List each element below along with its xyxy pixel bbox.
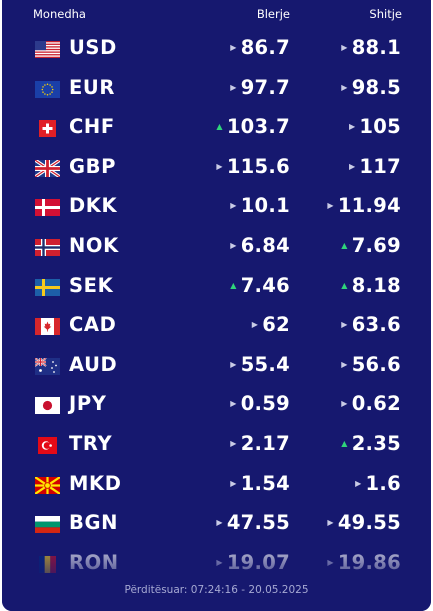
currency-code: TRY [69, 431, 113, 455]
sell-value: ▶ 49.55 [327, 511, 401, 535]
trend-neutral-icon: ▶ [348, 122, 356, 132]
currency-code: CAD [69, 313, 117, 337]
tr-flag-icon [35, 436, 60, 454]
currency-code: EUR [69, 75, 115, 99]
sell-value: ▲ 8.18 [341, 273, 401, 297]
buy-value: ▶ 55.4 [230, 352, 290, 376]
trend-neutral-icon: ▶ [327, 518, 334, 528]
bg-flag-icon [35, 516, 60, 534]
trend-neutral-icon: ▶ [355, 478, 362, 488]
trend-up-icon: ▲ [230, 280, 237, 290]
sell-value: ▶ 0.62 [341, 392, 401, 416]
ch-flag-icon [35, 120, 60, 138]
buy-value: ▲ 103.7 [216, 115, 290, 139]
currency-code: SEK [69, 273, 114, 297]
buy-value: ▶ 97.7 [230, 75, 290, 99]
trend-neutral-icon: ▶ [341, 43, 348, 52]
rate-row-bgn: BGN ▶ 47.55 ▶ 49.55 [2, 505, 431, 545]
rate-row-jpy: JPY ▶ 0.59 ▶ 0.62 [2, 386, 431, 426]
mk-flag-icon [35, 476, 60, 494]
rate-row-dkk: DKK ▶ 10.1 ▶ 11.94 [2, 188, 431, 228]
trend-neutral-icon: ▶ [341, 399, 348, 409]
buy-value: ▶ 62 [251, 313, 290, 337]
trend-neutral-icon: ▶ [230, 201, 237, 211]
buy-value: ▶ 2.17 [230, 431, 290, 455]
sell-value: ▲ 2.35 [341, 431, 401, 455]
buy-value: ▶ 10.1 [230, 194, 290, 218]
rate-row-gbp: GBP ▶ 115.6 ▶ 117 [2, 149, 431, 189]
rate-row-eur: EUR ▶ 97.7 ▶ 98.5 [2, 70, 431, 110]
rate-row-cad: CAD ▶ 62 ▶ 63.6 [2, 307, 431, 347]
rate-row-try: TRY ▶ 2.17 ▲ 2.35 [2, 426, 431, 466]
buy-value: ▶ 1.54 [230, 471, 290, 495]
sell-value: ▶ 98.5 [341, 75, 401, 99]
rate-row-nok: NOK ▶ 6.84 ▲ 7.69 [2, 228, 431, 268]
trend-neutral-icon: ▶ [327, 201, 334, 211]
buy-value: ▶ 0.59 [230, 392, 290, 416]
header-buy: Blerje [256, 7, 290, 21]
dk-flag-icon [35, 199, 60, 217]
eu-flag-icon [35, 80, 60, 98]
trend-neutral-icon: ▶ [251, 320, 259, 330]
rate-list: USD ▶ 86.7 ▶ 88.1 EUR ▶ 97.7 ▶ 98.5 CHF ▲ 103.7 ▶ 105 G… [2, 30, 431, 584]
rate-row-mkd: MKD ▶ 1.54 ▶ 1.6 [2, 466, 431, 506]
sell-value: ▶ 11.94 [327, 194, 401, 218]
ca-flag-icon [35, 318, 60, 336]
table-header: Monedha Blerje Shitje [2, 7, 431, 23]
buy-value: ▶ 86.7 [230, 36, 290, 59]
buy-value: ▶ 47.55 [216, 511, 290, 535]
currency-code: AUD [69, 352, 118, 376]
bottom-fade [2, 531, 431, 611]
last-updated: Përditësuar: 07:24:16 - 20.05.2025 [124, 584, 309, 596]
trend-neutral-icon: ▶ [230, 240, 237, 250]
trend-up-icon: ▲ [216, 122, 223, 132]
trend-neutral-icon: ▶ [348, 161, 356, 171]
currency-code: CHF [69, 115, 115, 139]
trend-up-icon: ▲ [341, 240, 348, 250]
sell-value: ▶ 105 [348, 115, 401, 139]
sell-value: ▶ 1.6 [355, 471, 401, 495]
trend-neutral-icon: ▶ [230, 43, 237, 52]
buy-value: ▶ 115.6 [216, 154, 290, 178]
trend-neutral-icon: ▶ [341, 82, 348, 92]
trend-neutral-icon: ▶ [230, 359, 237, 369]
currency-code: GBP [69, 154, 116, 178]
trend-up-icon: ▲ [341, 280, 348, 290]
trend-neutral-icon: ▶ [230, 399, 237, 409]
trend-neutral-icon: ▶ [230, 438, 237, 448]
buy-value: ▲ 7.46 [230, 273, 290, 297]
rate-row-chf: CHF ▲ 103.7 ▶ 105 [2, 109, 431, 149]
currency-code: NOK [69, 233, 119, 257]
jp-flag-icon [35, 397, 60, 415]
currency-code: JPY [69, 392, 107, 416]
sell-value: ▶ 63.6 [341, 313, 401, 337]
sell-value: ▶ 117 [348, 154, 401, 178]
buy-value: ▶ 6.84 [230, 233, 290, 257]
trend-neutral-icon: ▶ [341, 320, 348, 330]
trend-neutral-icon: ▶ [216, 518, 223, 528]
trend-neutral-icon: ▶ [230, 82, 237, 92]
trend-up-icon: ▲ [341, 438, 348, 448]
trend-neutral-icon: ▶ [341, 359, 348, 369]
header-currency: Monedha [33, 7, 86, 21]
trend-neutral-icon: ▶ [230, 478, 237, 488]
se-flag-icon [35, 278, 60, 296]
us-flag-icon [35, 41, 60, 58]
rate-row-sek: SEK ▲ 7.46 ▲ 8.18 [2, 268, 431, 308]
rate-row-usd: USD ▶ 86.7 ▶ 88.1 [2, 30, 431, 70]
sell-value: ▶ 88.1 [341, 36, 401, 59]
trend-neutral-icon: ▶ [216, 161, 223, 171]
no-flag-icon [35, 238, 60, 256]
sell-value: ▲ 7.69 [341, 233, 401, 257]
currency-code: USD [69, 36, 117, 59]
currency-code: DKK [69, 194, 118, 218]
sell-value: ▶ 56.6 [341, 352, 401, 376]
gb-flag-icon [35, 159, 60, 177]
currency-code: BGN [69, 511, 118, 535]
rate-row-aud: AUD ▶ 55.4 ▶ 56.6 [2, 347, 431, 387]
au-flag-icon [35, 357, 60, 375]
currency-code: MKD [69, 471, 122, 495]
header-sell: Shitje [369, 7, 402, 21]
